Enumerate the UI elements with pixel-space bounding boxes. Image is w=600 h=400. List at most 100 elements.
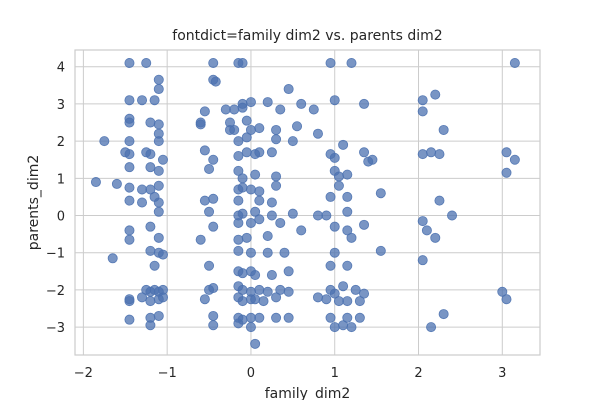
x-tick-label: −2 <box>74 366 93 381</box>
scatter-point <box>254 284 265 295</box>
scatter-point <box>375 245 386 256</box>
scatter-point <box>262 97 273 108</box>
data-points <box>90 58 520 349</box>
scatter-point <box>124 117 135 128</box>
scatter-point <box>417 95 428 106</box>
scatter-point <box>430 232 441 243</box>
scatter-point <box>266 197 277 208</box>
scatter-point <box>208 221 219 232</box>
plot-frame <box>74 49 541 356</box>
scatter-point <box>287 136 298 147</box>
scatter-point <box>325 260 336 271</box>
scatter-point <box>417 106 428 117</box>
y-tick-label: 4 <box>57 61 65 76</box>
scatter-point <box>107 253 118 264</box>
scatter-point <box>124 296 135 307</box>
scatter-point <box>245 184 256 195</box>
scatter-point <box>145 149 156 160</box>
scatter-point <box>233 318 244 329</box>
scatter-point <box>124 95 135 106</box>
y-tick-label: −1 <box>46 247 65 262</box>
scatter-point <box>262 247 273 258</box>
scatter-point <box>208 320 219 331</box>
scatter-point <box>266 210 277 221</box>
scatter-point <box>250 169 261 180</box>
scatter-point <box>283 286 294 297</box>
scatter-point <box>346 232 357 243</box>
x-tick-label: 1 <box>331 366 339 381</box>
scatter-point <box>199 294 210 305</box>
scatter-point <box>426 147 437 158</box>
scatter-point <box>124 162 135 173</box>
scatter-point <box>254 195 265 206</box>
scatter-point <box>233 245 244 256</box>
scatter-point <box>359 147 370 158</box>
y-tick-label: 0 <box>57 210 65 225</box>
y-tick-label: 2 <box>57 135 65 150</box>
scatter-point <box>241 115 252 126</box>
x-tick-label: 2 <box>414 366 422 381</box>
scatter-point <box>287 208 298 219</box>
scatter-point <box>210 76 221 87</box>
scatter-point <box>237 208 248 219</box>
y-tick-label: −3 <box>46 321 65 336</box>
scatter-point <box>359 219 370 230</box>
scatter-point <box>342 296 353 307</box>
scatter-point <box>329 288 340 299</box>
scatter-point <box>434 195 445 206</box>
scatter-point <box>325 191 336 202</box>
scatter-point <box>354 296 365 307</box>
scatter-point <box>233 195 244 206</box>
scatter-point <box>145 296 156 307</box>
scatter-point <box>325 312 336 323</box>
scatter-point <box>329 221 340 232</box>
grid <box>75 50 540 355</box>
scatter-point <box>153 310 164 321</box>
scatter-point <box>157 249 168 260</box>
scatter-point <box>237 268 248 279</box>
scatter-point <box>229 124 240 135</box>
scatter-point <box>275 217 286 228</box>
scatter-point <box>245 124 256 135</box>
scatter-point <box>359 288 370 299</box>
scatter-point <box>254 147 265 158</box>
scatter-point <box>271 171 282 182</box>
scatter-point <box>124 225 135 236</box>
scatter-point <box>99 136 110 147</box>
y-tick-labels: −3 −2 −1 0 1 2 3 4 <box>46 61 65 336</box>
scatter-point <box>447 210 458 221</box>
scatter-point <box>153 180 164 191</box>
scatter-point <box>333 171 344 182</box>
scatter-point <box>367 154 378 165</box>
scatter-point <box>195 234 206 245</box>
scatter-point <box>141 58 152 69</box>
scatter-point <box>233 136 244 147</box>
scatter-point <box>208 310 219 321</box>
scatter-point <box>342 206 353 217</box>
scatter-point <box>233 151 244 162</box>
scatter-point <box>501 147 512 158</box>
x-tick-labels: −2 −1 0 1 2 3 <box>74 366 507 381</box>
scatter-point <box>237 102 248 113</box>
scatter-point <box>262 230 273 241</box>
scatter-point <box>359 98 370 109</box>
scatter-point <box>124 149 135 160</box>
scatter-point <box>145 162 156 173</box>
scatter-point <box>241 232 252 243</box>
scatter-point <box>321 294 332 305</box>
scatter-point <box>421 225 432 236</box>
scatter-point <box>233 165 244 176</box>
scatter-point <box>145 320 156 331</box>
scatter-point <box>208 154 219 165</box>
scatter-point <box>262 286 273 297</box>
scatter-point <box>346 322 357 333</box>
x-tick-label: −1 <box>158 366 177 381</box>
scatter-point <box>417 149 428 160</box>
scatter-point <box>208 283 219 294</box>
scatter-point <box>250 338 261 349</box>
scatter-point <box>149 260 160 271</box>
scatter-point <box>153 74 164 85</box>
scatter-point <box>124 136 135 147</box>
